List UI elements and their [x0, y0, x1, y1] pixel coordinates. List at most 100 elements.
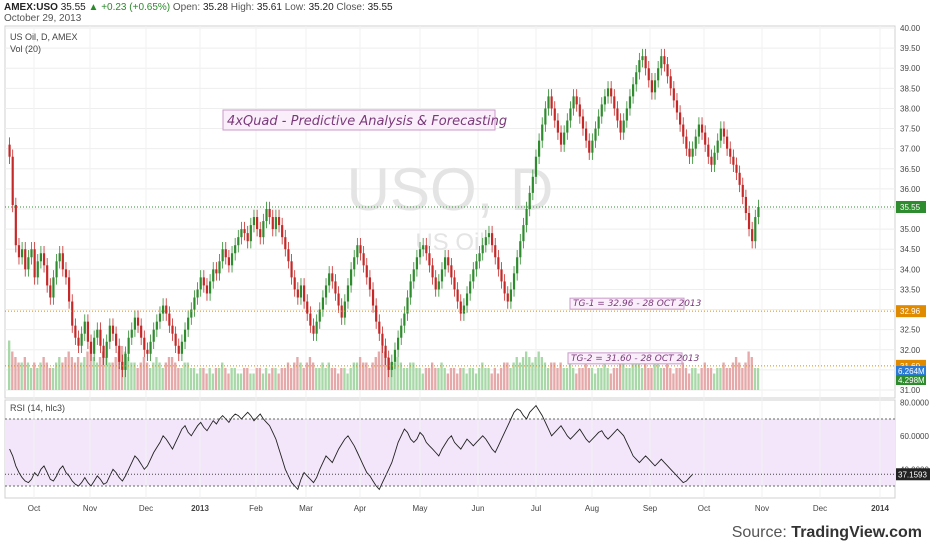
- candle-body: [152, 329, 155, 342]
- volume-bar: [578, 368, 581, 390]
- candle-body: [403, 313, 406, 326]
- volume-bar: [39, 362, 42, 390]
- close-label: Close:: [336, 2, 365, 13]
- candle-body: [666, 64, 669, 77]
- candle-body: [265, 209, 268, 222]
- volume-bar: [337, 373, 340, 390]
- volume-bar: [609, 373, 612, 390]
- candle-body: [572, 96, 575, 109]
- volume-bar: [399, 362, 402, 390]
- candle-body: [187, 317, 190, 330]
- volume-bar: [503, 362, 506, 390]
- time-tick-label: Apr: [354, 504, 367, 513]
- candle-body: [105, 341, 108, 358]
- volume-bar: [703, 362, 706, 390]
- candle-body: [685, 136, 688, 149]
- price-tick-label: 38.50: [900, 84, 921, 93]
- volume-bar: [48, 368, 52, 390]
- candle-body: [538, 140, 541, 157]
- time-tick-label: Dec: [813, 504, 827, 513]
- volume-bar: [117, 351, 120, 390]
- volume-bar: [700, 368, 703, 390]
- candle-body: [409, 281, 412, 298]
- volume-bar: [98, 357, 102, 390]
- volume-bar: [600, 368, 603, 390]
- candle-body: [343, 301, 346, 318]
- volume-bar: [61, 362, 64, 390]
- candle-body: [230, 253, 234, 266]
- volume-bar: [478, 368, 481, 390]
- volume-bar: [305, 362, 308, 390]
- volume-bar: [421, 373, 424, 390]
- volume-bar: [365, 362, 368, 390]
- candle-body: [744, 196, 747, 214]
- volume-bar: [340, 368, 343, 390]
- candle-body: [704, 132, 707, 145]
- candle-body: [597, 116, 600, 129]
- candle-body: [61, 253, 64, 270]
- candle-body: [710, 156, 713, 165]
- volume-bar: [622, 362, 625, 390]
- candle-body: [707, 144, 710, 157]
- volume-bar: [562, 368, 565, 390]
- candle-body: [741, 184, 744, 197]
- volume-bar: [734, 357, 738, 390]
- candle-body: [591, 140, 594, 153]
- candle-body: [697, 124, 700, 137]
- volume-bar: [321, 362, 324, 390]
- volume-bar: [512, 362, 515, 390]
- volume-bar: [537, 351, 540, 390]
- volume-bar: [590, 368, 594, 390]
- candle-body: [700, 124, 704, 133]
- candle-body: [102, 345, 105, 358]
- volume-bar: [343, 368, 346, 390]
- banner-box: [222, 109, 496, 131]
- volume-bar: [459, 368, 462, 390]
- candle-body: [274, 217, 277, 230]
- candle-body: [174, 333, 177, 346]
- candle-body: [378, 321, 381, 334]
- volume-bar: [521, 357, 525, 390]
- rsi-badge: [896, 468, 930, 481]
- candle-body: [387, 357, 390, 370]
- volume-bar: [23, 357, 26, 390]
- volume-bar: [102, 351, 105, 390]
- volume-bar: [42, 357, 45, 390]
- candle-body: [130, 329, 133, 338]
- rsi-tick-label: 80.0000: [900, 398, 929, 407]
- candle-body: [675, 100, 679, 113]
- candle-body: [606, 88, 610, 97]
- volume-bar: [452, 368, 456, 390]
- candle-body: [42, 253, 46, 266]
- volume-bar: [227, 373, 230, 390]
- candle-body: [547, 96, 550, 109]
- time-tick-label: Mar: [299, 504, 313, 513]
- price-change: +0.23 (+0.65%): [101, 2, 171, 13]
- target-box: [569, 297, 685, 310]
- candle-body: [312, 325, 315, 334]
- candle-body: [350, 269, 353, 286]
- candle-body: [115, 333, 118, 346]
- volume-bar: [274, 368, 277, 390]
- volume-bar: [130, 362, 133, 390]
- candle-body: [672, 88, 675, 101]
- candle-body: [368, 277, 371, 290]
- time-tick-label: Sep: [643, 504, 658, 513]
- candle-body: [481, 245, 484, 254]
- volume-bar: [556, 368, 559, 390]
- candle-body: [628, 96, 632, 109]
- volume-bar: [405, 368, 409, 390]
- candle-body: [146, 349, 149, 354]
- candle-body: [472, 269, 475, 282]
- candle-body: [190, 309, 193, 318]
- price-badge: [896, 200, 926, 213]
- volume-bar: [640, 368, 644, 390]
- volume-bar: [333, 368, 337, 390]
- volume-bar: [449, 368, 453, 390]
- volume-bar: [669, 368, 672, 390]
- time-tick-label: Aug: [585, 504, 599, 513]
- candle-body: [647, 68, 650, 81]
- candle-body: [99, 329, 102, 346]
- volume-bar: [139, 362, 142, 390]
